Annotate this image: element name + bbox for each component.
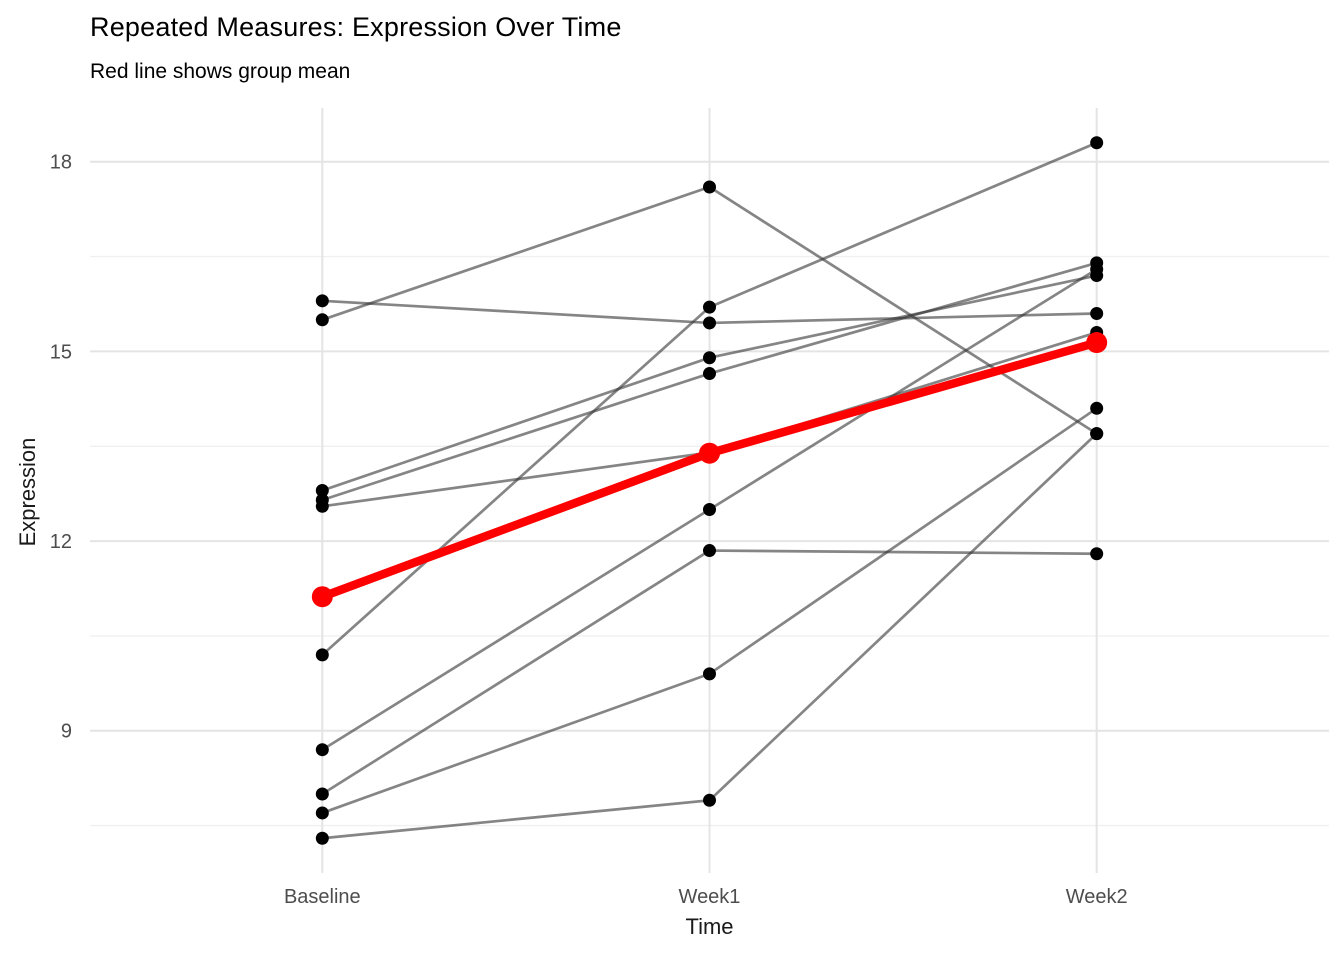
data-point [1090, 401, 1104, 415]
data-point [703, 300, 716, 314]
mean-point [311, 586, 333, 608]
data-point [703, 793, 716, 807]
y-tick-label: 15 [50, 341, 72, 363]
data-point [1090, 262, 1104, 276]
data-point [703, 502, 716, 516]
mean-point [1086, 332, 1108, 354]
x-tick-label: Baseline [284, 886, 361, 908]
x-axis-title: Time [685, 914, 734, 939]
chart-title: Repeated Measures: Expression Over Time [90, 12, 622, 42]
data-point [315, 743, 329, 757]
chart-subtitle: Red line shows group mean [90, 60, 351, 83]
data-point [703, 180, 716, 194]
data-point [315, 294, 329, 308]
data-point [315, 484, 329, 497]
data-point [1090, 427, 1104, 441]
y-tick-label: 12 [50, 531, 72, 553]
data-point [315, 648, 329, 662]
data-point [315, 313, 329, 327]
data-point [315, 787, 329, 801]
data-point [703, 544, 716, 558]
x-tick-label: Week2 [1066, 886, 1128, 908]
data-point [315, 806, 329, 820]
y-tick-label: 9 [61, 721, 72, 743]
y-tick-label: 18 [50, 152, 72, 174]
data-point [703, 316, 716, 330]
data-point [1090, 136, 1104, 150]
data-point [315, 831, 329, 845]
data-point [315, 499, 329, 513]
data-point [703, 367, 716, 381]
data-point [703, 351, 716, 365]
data-point [1090, 306, 1104, 320]
x-tick-label: Week1 [679, 886, 741, 908]
y-axis-title: Expression [15, 437, 40, 547]
mean-point [699, 442, 720, 464]
data-point [703, 667, 716, 681]
data-point [1090, 547, 1104, 561]
